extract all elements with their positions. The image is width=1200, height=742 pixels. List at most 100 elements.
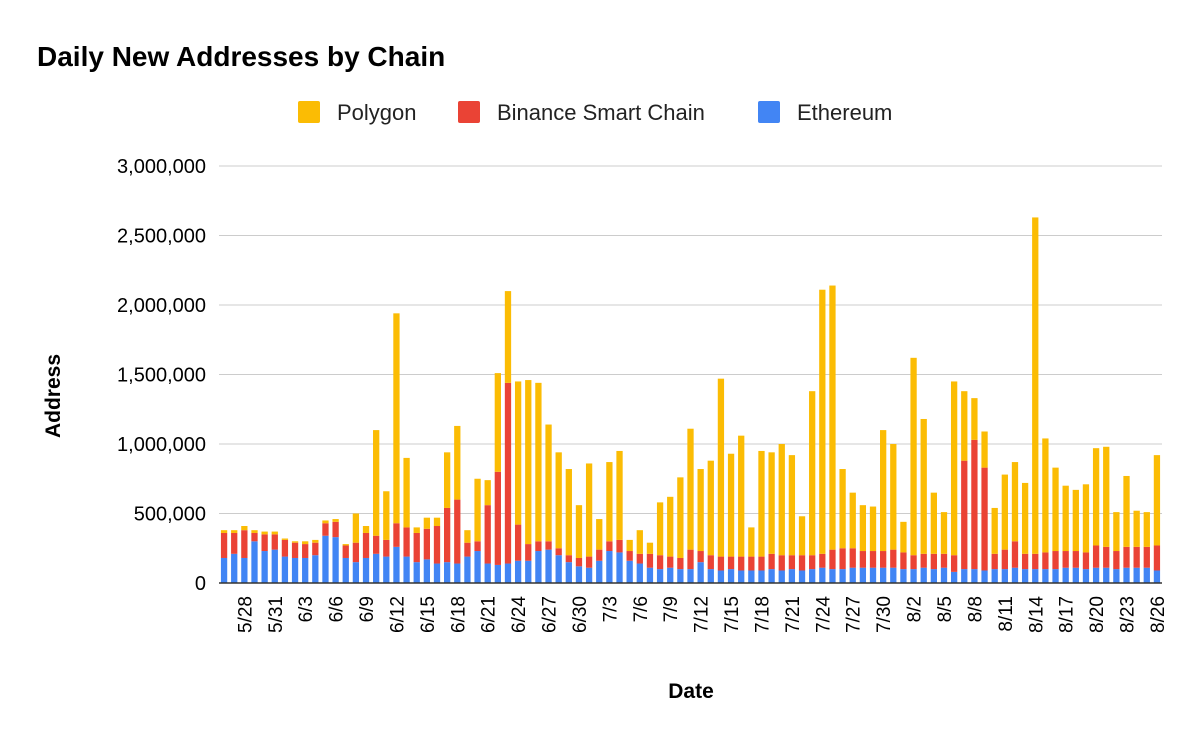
bar-segment-binance-smart-chain[interactable] <box>271 534 278 550</box>
bar-segment-ethereum[interactable] <box>636 563 643 583</box>
bar-segment-polygon[interactable] <box>981 431 988 468</box>
bar-segment-binance-smart-chain[interactable] <box>839 548 846 570</box>
bar-segment-polygon[interactable] <box>484 480 491 506</box>
bar-segment-polygon[interactable] <box>291 541 299 543</box>
bar-segment-ethereum[interactable] <box>1062 567 1069 583</box>
bar-segment-ethereum[interactable] <box>839 569 846 583</box>
bar-segment-ethereum[interactable] <box>910 569 917 583</box>
bar-segment-polygon[interactable] <box>525 380 532 545</box>
bar-segment-polygon[interactable] <box>474 478 481 542</box>
legend-item-polygon[interactable]: Polygon <box>298 100 417 125</box>
bar-segment-polygon[interactable] <box>606 462 613 542</box>
bar-segment-polygon[interactable] <box>616 450 623 540</box>
bar-segment-binance-smart-chain[interactable] <box>819 553 826 568</box>
bar-segment-polygon[interactable] <box>1001 474 1008 550</box>
bar-segment-ethereum[interactable] <box>829 569 836 583</box>
bar-segment-binance-smart-chain[interactable] <box>1032 553 1039 570</box>
bar-segment-binance-smart-chain[interactable] <box>687 549 694 570</box>
bar-segment-polygon[interactable] <box>971 398 978 440</box>
bar-segment-binance-smart-chain[interactable] <box>971 439 978 570</box>
bar-segment-ethereum[interactable] <box>231 553 238 583</box>
bar-segment-ethereum[interactable] <box>383 556 390 583</box>
bar-segment-polygon[interactable] <box>585 463 593 557</box>
bar-segment-binance-smart-chain[interactable] <box>1123 546 1130 568</box>
bar-segment-binance-smart-chain[interactable] <box>900 552 907 570</box>
bar-segment-ethereum[interactable] <box>961 569 968 583</box>
bar-segment-ethereum[interactable] <box>758 570 765 583</box>
bar-segment-ethereum[interactable] <box>940 567 948 583</box>
bar-segment-polygon[interactable] <box>778 444 785 556</box>
bar-segment-polygon[interactable] <box>859 505 867 552</box>
bar-segment-ethereum[interactable] <box>332 537 339 583</box>
bar-segment-ethereum[interactable] <box>220 557 228 583</box>
bar-segment-binance-smart-chain[interactable] <box>444 507 451 563</box>
bar-segment-ethereum[interactable] <box>1103 567 1110 583</box>
bar-segment-binance-smart-chain[interactable] <box>1052 551 1059 570</box>
bar-segment-polygon[interactable] <box>636 530 643 554</box>
bar-segment-ethereum[interactable] <box>900 569 907 583</box>
bar-segment-ethereum[interactable] <box>971 569 978 583</box>
bar-segment-ethereum[interactable] <box>474 551 481 583</box>
bar-segment-polygon[interactable] <box>1123 475 1130 547</box>
bar-segment-ethereum[interactable] <box>342 557 349 583</box>
bar-segment-ethereum[interactable] <box>241 557 248 583</box>
bar-segment-binance-smart-chain[interactable] <box>727 556 735 570</box>
bar-segment-binance-smart-chain[interactable] <box>829 549 836 570</box>
bar-segment-binance-smart-chain[interactable] <box>1092 545 1100 568</box>
bar-segment-ethereum[interactable] <box>890 567 897 583</box>
bar-segment-ethereum[interactable] <box>281 556 289 583</box>
bar-segment-ethereum[interactable] <box>504 563 512 583</box>
bar-segment-binance-smart-chain[interactable] <box>1021 553 1029 570</box>
bar-segment-binance-smart-chain[interactable] <box>950 555 958 572</box>
bar-segment-ethereum[interactable] <box>1123 567 1130 583</box>
bar-segment-polygon[interactable] <box>444 452 451 508</box>
bar-segment-ethereum[interactable] <box>616 552 623 583</box>
bar-segment-ethereum[interactable] <box>677 569 684 583</box>
bar-segment-binance-smart-chain[interactable] <box>748 556 755 571</box>
bar-segment-ethereum[interactable] <box>656 569 664 583</box>
bar-segment-ethereum[interactable] <box>809 569 816 583</box>
bar-segment-binance-smart-chain[interactable] <box>494 471 501 565</box>
bar-segment-polygon[interactable] <box>748 527 755 557</box>
bar-segment-polygon[interactable] <box>251 530 258 533</box>
bar-segment-polygon[interactable] <box>413 527 420 533</box>
bar-segment-binance-smart-chain[interactable] <box>464 542 471 557</box>
bar-segment-binance-smart-chain[interactable] <box>281 539 289 557</box>
bar-segment-ethereum[interactable] <box>667 567 674 583</box>
bar-segment-ethereum[interactable] <box>920 567 927 583</box>
legend-item-binance-smart-chain[interactable]: Binance Smart Chain <box>458 100 705 125</box>
bar-segment-binance-smart-chain[interactable] <box>322 523 329 536</box>
bar-segment-binance-smart-chain[interactable] <box>504 382 512 564</box>
bar-segment-binance-smart-chain[interactable] <box>555 548 562 556</box>
bar-segment-binance-smart-chain[interactable] <box>484 505 491 564</box>
bar-segment-polygon[interactable] <box>646 542 654 554</box>
bar-segment-binance-smart-chain[interactable] <box>1153 545 1161 571</box>
bar-segment-polygon[interactable] <box>1052 467 1059 552</box>
bar-segment-polygon[interactable] <box>494 373 501 472</box>
bar-segment-binance-smart-chain[interactable] <box>788 555 796 570</box>
bar-segment-binance-smart-chain[interactable] <box>373 535 380 554</box>
bar-segment-polygon[interactable] <box>697 469 704 552</box>
bar-segment-polygon[interactable] <box>869 506 877 552</box>
bar-segment-ethereum[interactable] <box>1001 569 1008 583</box>
bar-segment-polygon[interactable] <box>1113 512 1120 552</box>
bar-segment-binance-smart-chain[interactable] <box>302 544 309 558</box>
bar-segment-polygon[interactable] <box>930 492 937 554</box>
bar-segment-ethereum[interactable] <box>575 566 583 583</box>
bar-segment-binance-smart-chain[interactable] <box>880 551 887 568</box>
bar-segment-polygon[interactable] <box>241 526 248 531</box>
bar-segment-binance-smart-chain[interactable] <box>626 551 633 561</box>
bar-segment-polygon[interactable] <box>798 516 806 556</box>
bar-segment-ethereum[interactable] <box>930 569 937 583</box>
bar-segment-binance-smart-chain[interactable] <box>869 551 877 568</box>
bar-segment-binance-smart-chain[interactable] <box>535 541 542 552</box>
bar-segment-binance-smart-chain[interactable] <box>849 548 856 568</box>
bar-segment-binance-smart-chain[interactable] <box>930 553 937 570</box>
bar-segment-ethereum[interactable] <box>271 549 278 583</box>
bar-segment-ethereum[interactable] <box>778 570 785 583</box>
bar-segment-polygon[interactable] <box>423 517 431 529</box>
bar-segment-polygon[interactable] <box>910 357 917 556</box>
bar-segment-binance-smart-chain[interactable] <box>403 527 410 557</box>
bar-segment-binance-smart-chain[interactable] <box>1072 551 1079 568</box>
bar-segment-ethereum[interactable] <box>444 562 451 583</box>
